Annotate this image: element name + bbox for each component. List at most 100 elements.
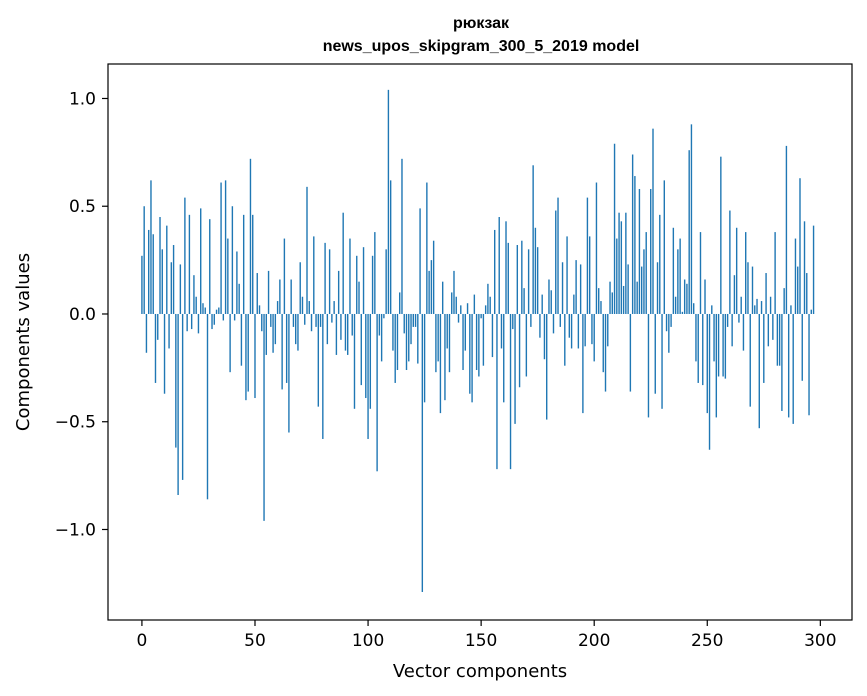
bar: [783, 288, 785, 314]
bar: [405, 313, 408, 371]
bar: [575, 260, 577, 314]
x-tick-label: 300: [804, 631, 836, 651]
bar: [141, 255, 143, 314]
bar: [674, 296, 677, 314]
bar: [428, 270, 430, 314]
bar: [600, 301, 602, 314]
chart-title: рюкзак: [453, 15, 510, 32]
bar: [532, 165, 534, 314]
bar: [464, 313, 466, 351]
bar: [774, 232, 776, 314]
bar: [161, 249, 163, 314]
bar: [758, 313, 760, 429]
bar: [729, 210, 731, 314]
bar: [252, 214, 254, 314]
bar: [426, 182, 428, 314]
bar: [679, 238, 681, 314]
bar: [643, 249, 645, 314]
bar: [487, 283, 489, 314]
bar: [218, 307, 220, 314]
chart-subtitle: news_upos_skipgram_300_5_2019 model: [323, 38, 640, 55]
bar: [351, 313, 353, 336]
bar: [358, 281, 360, 314]
bar: [765, 273, 767, 314]
bar: [195, 296, 197, 314]
bar: [602, 313, 604, 373]
bar: [702, 313, 704, 386]
y-tick-label: 0.0: [69, 305, 96, 325]
bar: [310, 313, 313, 332]
x-axis-label: Vector components: [393, 661, 567, 682]
bar: [460, 305, 462, 314]
bar: [781, 313, 783, 411]
bar: [683, 279, 686, 314]
bar: [360, 313, 362, 386]
bar: [172, 245, 175, 314]
bar: [197, 313, 200, 334]
bar: [618, 212, 620, 314]
bar: [412, 313, 414, 327]
bar: [322, 313, 324, 439]
bar: [272, 313, 274, 353]
bar: [229, 313, 231, 373]
bar: [356, 255, 358, 314]
bar: [177, 313, 179, 495]
bar: [747, 262, 749, 314]
bar: [663, 180, 665, 314]
bar: [236, 251, 238, 314]
bar: [745, 232, 747, 314]
x-tick-label: 0: [137, 631, 148, 651]
bar: [693, 303, 695, 314]
bar: [650, 188, 652, 314]
bar: [494, 229, 496, 314]
bar: [787, 313, 790, 418]
bar: [670, 313, 672, 327]
bar: [656, 262, 659, 314]
bar: [441, 281, 444, 314]
bar: [399, 292, 401, 314]
bar: [190, 313, 193, 330]
bar: [720, 156, 722, 314]
bar: [419, 208, 421, 314]
bar: [170, 262, 173, 314]
bar: [353, 313, 356, 409]
bar: [290, 279, 292, 314]
bar: [258, 305, 261, 314]
bar: [552, 313, 555, 334]
bar: [270, 313, 272, 327]
bar: [503, 313, 505, 403]
bar: [523, 288, 525, 314]
bar: [717, 313, 720, 377]
bar: [536, 247, 539, 314]
bar: [677, 249, 679, 314]
bar: [611, 292, 613, 314]
bar: [735, 227, 738, 314]
bar: [222, 313, 225, 321]
bar: [512, 313, 514, 330]
bar: [566, 236, 568, 314]
bar: [220, 182, 222, 314]
bar: [299, 262, 301, 314]
bar: [527, 249, 530, 314]
bar: [317, 313, 320, 407]
bar: [561, 262, 564, 314]
bar: [331, 313, 333, 323]
bar: [785, 145, 788, 314]
bar: [772, 313, 774, 340]
bar: [733, 275, 736, 314]
bar: [588, 236, 591, 314]
bar: [625, 212, 627, 314]
bar: [471, 313, 473, 403]
bar: [706, 313, 708, 414]
bar: [297, 313, 299, 351]
bar: [539, 313, 541, 338]
bar: [466, 303, 469, 314]
x-tick-label: 100: [352, 631, 384, 651]
bar: [629, 313, 632, 392]
bar: [473, 294, 476, 314]
bar: [715, 313, 718, 418]
bar: [378, 313, 381, 336]
bar: [801, 313, 803, 381]
bar: [541, 294, 543, 314]
bar: [620, 221, 623, 314]
